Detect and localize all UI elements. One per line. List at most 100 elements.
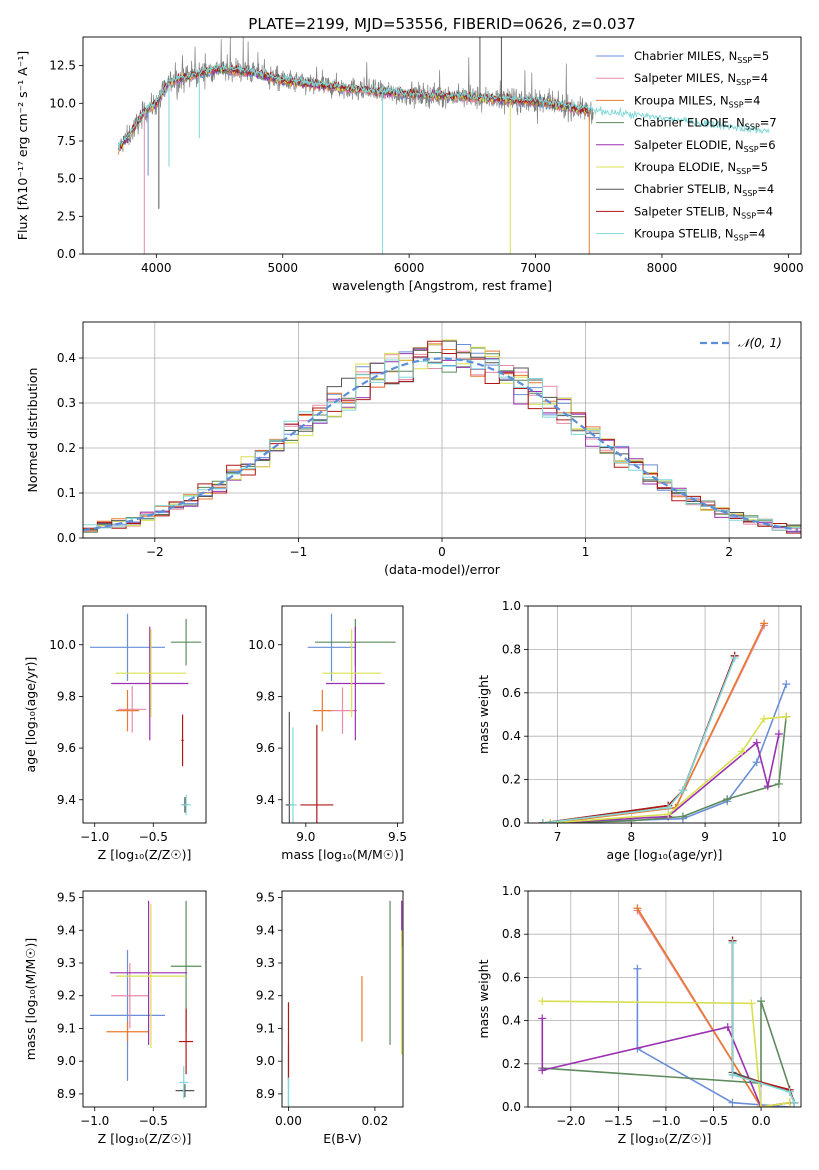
data-point-marker: [790, 1098, 799, 1107]
legend-label-text: Kroupa MILES, N: [634, 93, 729, 107]
data-point-marker: [737, 747, 746, 756]
series-salpeter-stelib: [542, 655, 736, 823]
y-tick-label: 0.4: [57, 351, 76, 365]
reference-normal-curve: [83, 357, 799, 532]
errorbar-point: [179, 1008, 194, 1075]
y-tick-label: 5.0: [57, 172, 76, 186]
axes-frame: [82, 321, 802, 539]
errorbar-point: [179, 1066, 189, 1099]
data-point-marker: [728, 938, 737, 947]
legend-label: Kroupa MILES, NSSP=4: [634, 93, 760, 109]
legend-label-n: =4: [757, 182, 774, 196]
x-tick-label: −0.5: [139, 830, 168, 844]
chart-weight-vs-z: −2.0 −1.5 −1.0 −0.5 0.0 0.0 0.2 0.4 0.6 0.8 1.0 Z […: [476, 884, 802, 1146]
chart-age-vs-mass: 9.0 9.5 9.4 9.6 9.8 10.0 mass [log₁₀(M/M☉)]: [248, 605, 407, 862]
data-point-marker: [538, 1066, 547, 1075]
legend-label: Kroupa STELIB, NSSP=4: [634, 227, 765, 243]
data-point-marker: [678, 812, 687, 821]
chart-spectrum: 4000 5000 6000 7000 8000 9000 0.0 2.5 5.0 7.5 10.0…: [15, 15, 804, 293]
errorbar-point: [307, 613, 356, 681]
data-point-marker: [678, 786, 687, 795]
y-tick-label: 1.0: [502, 884, 521, 898]
y-tick-label: 0.0: [502, 1100, 521, 1114]
x-tick-label: 9000: [773, 261, 804, 275]
y-tick-label: 9.8: [256, 689, 275, 703]
legend-label-sub: SSP: [737, 56, 752, 65]
y-tick-label: 9.0: [57, 1054, 76, 1068]
legend-label-sub: SSP: [745, 123, 760, 132]
x-tick-label: 7000: [520, 261, 551, 275]
data-point-marker: [633, 904, 642, 913]
x-tick-label: 5000: [267, 261, 298, 275]
errorbar-point: [326, 626, 385, 741]
data-point-marker: [752, 758, 761, 767]
series-chabrier-elodie: [542, 1000, 796, 1103]
chart-title: PLATE=2199, MJD=53556, FIBERID=0626, z=0…: [248, 15, 635, 33]
data-point-marker: [538, 997, 547, 1006]
legend-label: 𝒩(0, 1): [738, 336, 782, 350]
data-point-marker: [728, 1070, 737, 1079]
legend-label-sub: SSP: [729, 100, 744, 109]
errorbar-point: [181, 794, 191, 816]
plot-area: [90, 613, 202, 816]
data-point-marker: [757, 1103, 766, 1107]
x-axis-label: mass [log₁₀(M/M☉)]: [281, 847, 403, 862]
axes-frame: [82, 36, 802, 255]
y-tick-label: 10.0: [49, 638, 76, 652]
x-tick-label: 4000: [141, 261, 172, 275]
y-axis-label: age [log₁₀(age/yr)]: [23, 657, 38, 773]
y-tick-label: 8.9: [256, 1087, 275, 1101]
x-tick-label: −1: [290, 545, 308, 559]
x-tick-label: −2: [146, 545, 164, 559]
y-tick-label: 9.4: [256, 793, 275, 807]
axes-frame: [82, 890, 207, 1108]
x-tick-label: 0: [438, 545, 446, 559]
y-tick-label: 7.5: [57, 134, 76, 148]
legend-label-text: Salpeter ELODIE, N: [634, 138, 744, 152]
series-chabrier-miles: [542, 683, 787, 823]
errorbar-point: [289, 727, 297, 823]
x-tick-label: −1.0: [80, 830, 109, 844]
series-kroupa-elodie: [542, 1000, 790, 1107]
data-point-marker: [538, 819, 547, 823]
plot-area: [83, 339, 801, 534]
y-tick-label: 9.4: [256, 923, 275, 937]
x-tick-label: 0.00: [275, 1114, 302, 1128]
plot-area: [117, 37, 770, 254]
y-tick-label: 9.2: [57, 989, 76, 1003]
axes-frame: [281, 605, 404, 824]
data-point-marker: [760, 619, 769, 628]
y-tick-label: 0.6: [502, 686, 521, 700]
legend-label: Salpeter ELODIE, NSSP=6: [634, 138, 776, 154]
legend-label-n: =5: [752, 49, 769, 63]
data-point-marker: [723, 795, 732, 804]
chart-mass-vs-z: −1.0 −0.5 8.9 9.0 9.1 9.2 9.3 9.4 9.5 Z [log₁₀(Z/…: [23, 890, 207, 1146]
data-point-marker: [782, 712, 791, 721]
plot-area: [538, 619, 791, 823]
plot-area: [285, 613, 396, 823]
errorbar-point: [115, 689, 140, 732]
y-tick-label: 0.2: [502, 1057, 521, 1071]
y-tick-label: 0.8: [502, 927, 521, 941]
data-point-marker: [730, 654, 739, 663]
y-tick-label: 9.8: [57, 689, 76, 703]
data-point-marker: [728, 1098, 737, 1107]
y-tick-label: 12.5: [49, 59, 76, 73]
y-tick-label: 10.0: [248, 638, 275, 652]
y-tick-label: 9.6: [256, 741, 275, 755]
data-point-marker: [774, 730, 783, 739]
x-axis-label: age [log₁₀(age/yr)]: [607, 847, 723, 862]
errorbar-point: [90, 949, 165, 1081]
series-chabrier-stelib: [731, 940, 796, 1104]
x-tick-label: −1.0: [651, 1114, 680, 1128]
errorbar-point: [322, 629, 381, 718]
data-point-marker: [747, 999, 756, 1008]
data-point-marker: [538, 1014, 547, 1023]
x-axis-label: Z [log₁₀(Z/Z☉)]: [618, 1131, 712, 1146]
legend-label-sub: SSP: [734, 234, 749, 243]
axes-frame: [82, 605, 207, 824]
legend-label-n: =4: [749, 227, 766, 241]
x-tick-label: 9.0: [296, 830, 315, 844]
